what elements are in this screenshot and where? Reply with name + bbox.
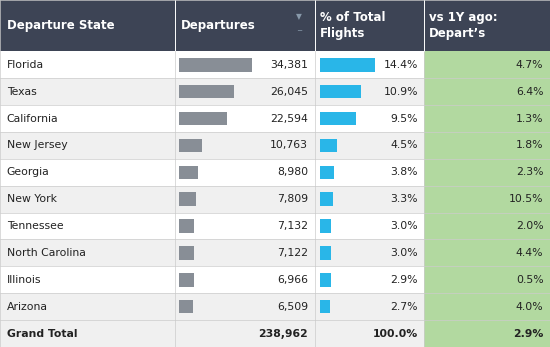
Bar	[0, 239, 424, 266]
Bar	[320, 246, 332, 260]
Bar	[0, 266, 424, 293]
Text: 7,132: 7,132	[277, 221, 308, 231]
Bar	[0, 78, 424, 105]
Text: Florida: Florida	[7, 60, 44, 70]
Bar	[0, 186, 424, 213]
Text: 4.4%: 4.4%	[516, 248, 543, 258]
Text: Departure State: Departure State	[7, 19, 114, 32]
Text: 6,966: 6,966	[277, 275, 308, 285]
Text: 2.9%: 2.9%	[513, 329, 543, 339]
Bar	[320, 112, 356, 125]
Bar	[179, 300, 193, 313]
Bar	[0, 213, 424, 239]
Bar	[179, 85, 234, 99]
Text: New York: New York	[7, 194, 57, 204]
Text: 2.0%: 2.0%	[516, 221, 543, 231]
Text: 9.5%: 9.5%	[390, 113, 418, 124]
Bar	[424, 51, 550, 78]
Bar	[0, 51, 424, 78]
Bar	[179, 273, 194, 287]
Text: 22,594: 22,594	[270, 113, 308, 124]
Bar	[179, 58, 252, 71]
Text: 10.9%: 10.9%	[383, 87, 418, 97]
Bar	[320, 166, 334, 179]
Text: 3.0%: 3.0%	[390, 248, 418, 258]
Bar	[320, 139, 337, 152]
Bar	[320, 58, 375, 71]
Text: % of Total
Flights: % of Total Flights	[320, 11, 386, 40]
Text: 2.7%: 2.7%	[390, 302, 418, 312]
Bar	[320, 219, 332, 233]
Text: 6.4%: 6.4%	[516, 87, 543, 97]
Bar	[424, 213, 550, 239]
Text: 7,809: 7,809	[277, 194, 308, 204]
Text: 3.8%: 3.8%	[390, 167, 418, 177]
Bar	[320, 85, 361, 99]
Text: 10,763: 10,763	[270, 141, 308, 151]
Text: Departures: Departures	[180, 19, 255, 32]
Bar	[0, 132, 424, 159]
Text: California: California	[7, 113, 58, 124]
Bar	[320, 193, 333, 206]
Bar	[424, 266, 550, 293]
Text: 4.7%: 4.7%	[516, 60, 543, 70]
Bar	[0, 159, 424, 186]
Text: North Carolina: North Carolina	[7, 248, 85, 258]
Text: 0.5%: 0.5%	[516, 275, 543, 285]
Bar	[0, 320, 424, 347]
Text: 238,962: 238,962	[258, 329, 308, 339]
Bar	[179, 166, 198, 179]
Text: 26,045: 26,045	[270, 87, 308, 97]
Text: 8,980: 8,980	[277, 167, 308, 177]
Text: Illinois: Illinois	[7, 275, 41, 285]
Bar	[0, 293, 424, 320]
Text: Tennessee: Tennessee	[7, 221, 63, 231]
Bar	[424, 293, 550, 320]
Text: ▼: ▼	[296, 12, 302, 22]
Text: 4.0%: 4.0%	[516, 302, 543, 312]
Text: 3.3%: 3.3%	[390, 194, 418, 204]
Bar	[179, 139, 202, 152]
Text: 2.3%: 2.3%	[516, 167, 543, 177]
Text: Grand Total: Grand Total	[7, 329, 77, 339]
Text: 4.5%: 4.5%	[390, 141, 418, 151]
Text: Texas: Texas	[7, 87, 36, 97]
Text: 6,509: 6,509	[277, 302, 308, 312]
Bar	[424, 105, 550, 132]
Text: 34,381: 34,381	[270, 60, 308, 70]
Bar	[0, 105, 424, 132]
Text: Georgia: Georgia	[7, 167, 50, 177]
Text: 1.8%: 1.8%	[516, 141, 543, 151]
Text: 10.5%: 10.5%	[509, 194, 543, 204]
Text: 3.0%: 3.0%	[390, 221, 418, 231]
Bar	[424, 159, 550, 186]
Bar	[179, 246, 194, 260]
Bar	[424, 239, 550, 266]
Bar	[179, 193, 196, 206]
Text: 7,122: 7,122	[277, 248, 308, 258]
Bar	[424, 132, 550, 159]
Bar	[424, 78, 550, 105]
Bar	[424, 186, 550, 213]
Bar	[179, 112, 227, 125]
Bar	[320, 300, 331, 313]
Text: vs 1Y ago:
Depart’s: vs 1Y ago: Depart’s	[429, 11, 498, 40]
Bar	[424, 320, 550, 347]
Text: 100.0%: 100.0%	[373, 329, 418, 339]
Bar	[0, 0, 550, 51]
Text: 14.4%: 14.4%	[384, 60, 418, 70]
Bar	[179, 219, 194, 233]
Text: New Jersey: New Jersey	[7, 141, 67, 151]
Text: ─: ─	[297, 28, 301, 34]
Text: 2.9%: 2.9%	[390, 275, 418, 285]
Text: Arizona: Arizona	[7, 302, 48, 312]
Text: 1.3%: 1.3%	[516, 113, 543, 124]
Bar	[320, 273, 331, 287]
